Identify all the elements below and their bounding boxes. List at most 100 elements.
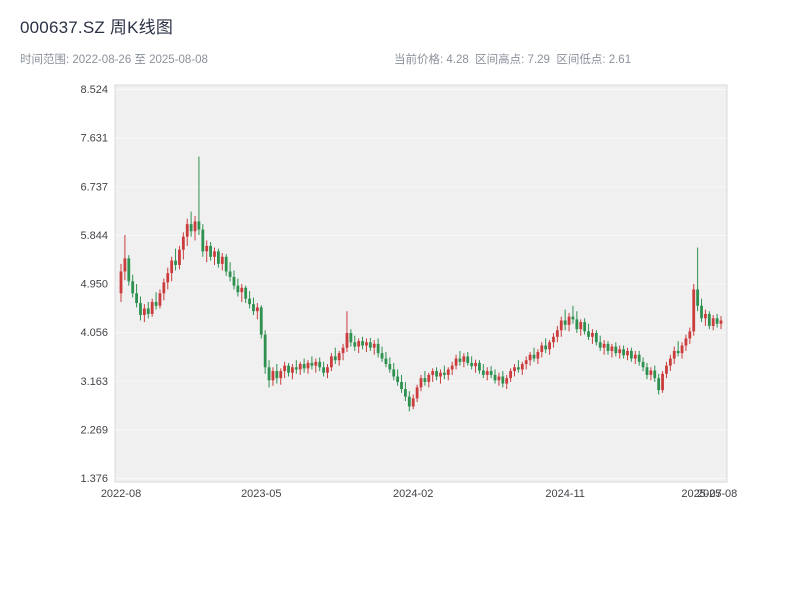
candle-body: [548, 342, 551, 350]
candle-body: [349, 332, 353, 343]
candle-body: [423, 378, 427, 382]
candle-body: [528, 354, 532, 361]
candle-body: [571, 316, 575, 320]
candle-body: [376, 343, 380, 354]
candle-body: [485, 371, 489, 375]
candle-body: [653, 370, 657, 379]
candle-body: [552, 336, 555, 343]
y-tick-label: 4.950: [80, 279, 108, 291]
candle-body: [209, 245, 213, 257]
date-range-label: 时间范围: 2022-08-26 至 2025-08-08: [20, 54, 208, 66]
candle-body: [287, 365, 290, 373]
candle-body: [368, 342, 372, 348]
candle-body: [291, 367, 294, 373]
candle-body: [404, 389, 407, 397]
candle-body: [618, 349, 622, 354]
candle-body: [606, 343, 610, 351]
candle-body: [193, 221, 197, 232]
candle-body: [353, 342, 357, 347]
candle-body: [248, 298, 251, 305]
candle-body: [361, 341, 364, 346]
candle-body: [583, 322, 587, 332]
candle-body: [524, 360, 528, 364]
candle-body: [715, 318, 719, 324]
candle-body: [579, 322, 583, 330]
plot-border: [114, 84, 728, 483]
candle-body: [119, 271, 123, 294]
candle-body: [189, 224, 193, 232]
candle-body: [470, 362, 474, 367]
candle-body: [513, 367, 516, 372]
y-tick-label: 1.376: [80, 473, 108, 485]
candle-body: [575, 319, 579, 330]
x-tick-label: 2025-07: [681, 488, 721, 500]
candle-body: [688, 331, 692, 339]
candle-body: [711, 318, 715, 326]
candle-body: [337, 353, 341, 361]
candle-body: [501, 376, 505, 384]
candle-body: [532, 354, 536, 359]
candle-body: [185, 224, 189, 237]
candle-body: [224, 256, 228, 272]
candle-body: [692, 289, 696, 332]
candle-body: [326, 367, 329, 373]
candle-body: [598, 342, 602, 348]
candle-body: [181, 236, 185, 250]
candle-body: [427, 374, 431, 382]
candle-body: [645, 367, 649, 375]
x-tick-label: 2023-05: [241, 488, 281, 500]
candle-body: [236, 285, 240, 293]
candle-body: [446, 369, 450, 375]
candle-body: [310, 362, 314, 366]
candle-body: [318, 361, 322, 368]
candle-body: [602, 343, 606, 348]
x-tick-label: 2024-02: [393, 488, 433, 500]
candle-body: [150, 301, 154, 314]
candle-body: [174, 260, 177, 265]
candle-body: [244, 287, 248, 299]
candle-body: [680, 345, 684, 354]
candle-body: [700, 305, 703, 319]
candle-body: [365, 342, 368, 346]
candle-body: [419, 378, 423, 388]
x-tick-label: 2025-08: [697, 488, 737, 500]
candle-body: [462, 356, 466, 362]
candle-body: [536, 352, 540, 359]
candle-body: [567, 316, 571, 325]
x-tick-label: 2022-08: [101, 488, 141, 500]
candle-body: [637, 354, 641, 362]
candle-body: [166, 273, 170, 283]
candle-body: [489, 371, 493, 375]
candle-body: [641, 361, 645, 368]
candle-body: [388, 363, 392, 370]
candle-body: [400, 381, 403, 390]
candle-body: [458, 358, 462, 362]
candle-body: [478, 362, 481, 371]
candle-body: [135, 293, 138, 304]
candle-body: [435, 371, 438, 377]
candle-body: [614, 346, 618, 354]
candle-body: [333, 356, 337, 361]
candle-body: [271, 371, 275, 381]
candle-body: [127, 258, 131, 282]
y-tick-label: 7.631: [80, 133, 108, 145]
candle-body: [497, 376, 501, 381]
candle-body: [372, 343, 376, 348]
candle-body: [392, 369, 396, 377]
candle-body: [275, 371, 279, 379]
candle-body: [252, 304, 255, 312]
candle-body: [294, 367, 298, 370]
candle-body: [205, 245, 209, 252]
candle-body: [201, 229, 205, 252]
y-tick-label: 8.524: [80, 84, 108, 96]
candle-body: [704, 313, 707, 319]
candle-body: [139, 303, 142, 316]
candle-body: [676, 350, 680, 354]
candle-body: [672, 350, 676, 359]
candle-body: [341, 347, 345, 354]
candle-body: [540, 345, 544, 353]
candle-body: [314, 361, 318, 366]
candle-body: [610, 346, 614, 351]
candle-body: [629, 350, 633, 359]
